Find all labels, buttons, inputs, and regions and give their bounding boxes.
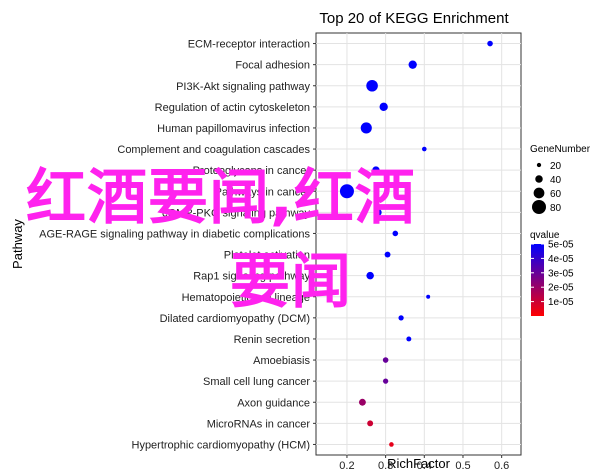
x-tick-label: 0.2 [339, 460, 354, 471]
size-legend-label: 80 [550, 203, 562, 214]
y-tick-label: ECM-receptor interaction [188, 39, 310, 51]
y-tick-label: Hematopoietic cell lineage [182, 292, 310, 304]
size-legend-dot [533, 187, 545, 199]
color-legend-bar [531, 244, 544, 316]
color-legend-label: 4e-05 [548, 254, 574, 265]
data-point [372, 166, 380, 174]
data-point [339, 184, 354, 199]
y-tick-label: Human papillomavirus infection [157, 123, 310, 135]
size-legend-label: 60 [550, 189, 562, 200]
data-point [487, 40, 493, 47]
color-legend-label: 3e-05 [548, 268, 574, 279]
data-point [384, 251, 391, 258]
data-point [389, 442, 394, 447]
data-point [379, 102, 388, 112]
size-legend-dot [536, 162, 542, 168]
data-point [421, 146, 427, 152]
data-point [398, 315, 404, 321]
x-tick-label: 0.4 [417, 460, 432, 471]
color-legend-label: 1e-05 [548, 297, 574, 308]
plot-panel [315, 32, 522, 456]
y-tick-label: PI3K-Akt signaling pathway [176, 81, 310, 93]
y-tick-label: Amoebiasis [253, 355, 310, 367]
x-axis-label: RichFactor [387, 456, 451, 471]
y-tick-label: Small cell lung cancer [203, 376, 310, 388]
y-tick-label: Regulation of actin cytoskeleton [155, 102, 310, 114]
data-point [406, 336, 412, 342]
size-legend-dot [532, 200, 546, 214]
data-point [358, 398, 366, 406]
y-tick-label: Pathways in cancer [215, 186, 311, 198]
y-axis-label: Pathway [10, 219, 25, 269]
y-tick-label: cGMP-PKG signaling pathway [162, 207, 310, 219]
y-tick-label: MicroRNAs in cancer [207, 418, 311, 430]
color-legend-title: qvalue [530, 230, 560, 241]
y-tick-label: Axon guidance [237, 397, 310, 409]
y-tick-label: Rap1 signaling pathway [193, 271, 310, 283]
data-point [408, 60, 417, 69]
y-tick-label: AGE-RAGE signaling pathway in diabetic c… [39, 228, 310, 240]
color-legend-label: 2e-05 [548, 283, 574, 294]
data-point [426, 294, 431, 299]
y-tick-label: Proteoglycans in cancer [193, 165, 311, 177]
data-point [374, 208, 382, 217]
size-legend-label: 20 [550, 161, 562, 172]
chart-title: Top 20 of KEGG Enrichment [319, 10, 509, 27]
data-point [367, 420, 374, 427]
x-tick-label: 0.6 [494, 460, 509, 471]
x-tick-label: 0.5 [455, 460, 470, 471]
y-tick-label: Hypertrophic cardiomyopathy (HCM) [132, 439, 311, 451]
size-legend-label: 40 [550, 175, 562, 186]
x-tick-label: 0.3 [378, 460, 393, 471]
color-legend-label: 5e-05 [548, 240, 574, 251]
data-point [366, 271, 374, 280]
data-point [392, 230, 399, 237]
data-point [366, 79, 378, 92]
size-legend-dot [535, 175, 543, 183]
data-point [360, 122, 372, 134]
data-point [382, 357, 389, 363]
y-tick-label: Renin secretion [234, 334, 310, 346]
size-legend-title: GeneNumber [530, 144, 591, 155]
y-tick-label: Focal adhesion [235, 60, 310, 72]
y-tick-label: Platelet activation [224, 250, 310, 262]
y-tick-label: Dilated cardiomyopathy (DCM) [160, 313, 310, 325]
y-tick-label: Complement and coagulation cascades [117, 144, 310, 156]
data-point [382, 378, 389, 384]
